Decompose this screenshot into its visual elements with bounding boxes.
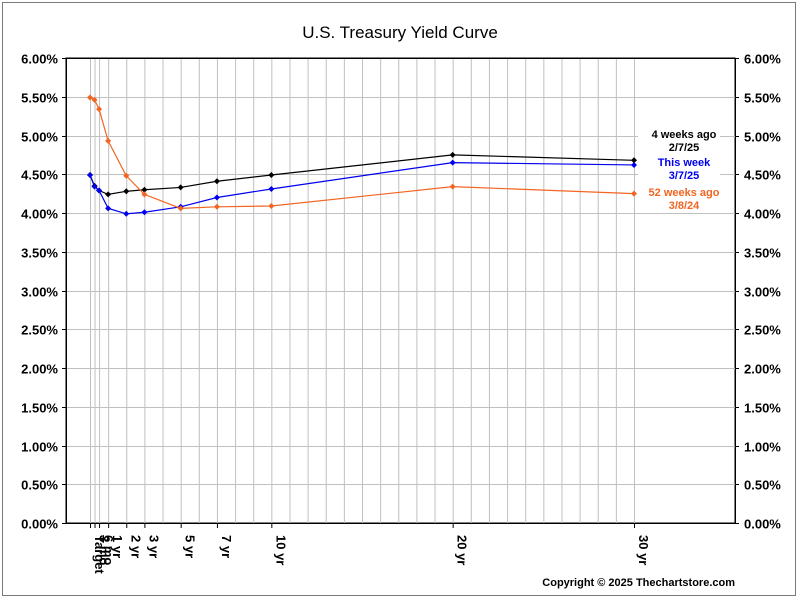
y-tick-label-right: 6.00% — [744, 52, 781, 67]
series-point-marker — [91, 183, 98, 190]
series-point-marker — [105, 205, 112, 212]
y-tick-label-left: 3.50% — [21, 246, 58, 261]
y-tick-label-left: 5.00% — [21, 130, 58, 145]
y-tick-label-right: 4.50% — [744, 168, 781, 183]
y-tick-label-right: 0.50% — [744, 478, 781, 493]
legend-label: 3/7/25 — [669, 170, 700, 182]
y-tick-label-right: 5.50% — [744, 91, 781, 106]
y-tick-label-left: 6.00% — [21, 52, 58, 67]
series-point-marker — [631, 157, 637, 164]
series-point-marker — [268, 172, 275, 179]
legend-box — [638, 127, 720, 155]
x-tick-label: 20 yr — [455, 535, 470, 565]
series-point-marker — [123, 188, 130, 195]
plot-area — [65, 57, 736, 524]
series-point-marker — [123, 210, 130, 217]
x-tick-label: 7 yr — [219, 535, 234, 558]
y-tick-label-right: 3.50% — [744, 246, 781, 261]
y-tick-label-right: 1.00% — [744, 440, 781, 455]
grid-lines — [62, 58, 739, 524]
x-tick-label: 2 yr — [128, 535, 143, 558]
y-tick-label-right: 1.50% — [744, 401, 781, 416]
right-y-axis-ticks: 0.00% 0.50% 1.00% 1.50% 2.00% 2.50% 3.00% 3.50%… — [744, 52, 781, 532]
series-point-marker — [268, 185, 275, 192]
plot-border — [66, 58, 736, 524]
y-tick-label-left: 5.50% — [21, 91, 58, 106]
legend-box — [638, 185, 720, 213]
y-tick-label-left: 0.50% — [21, 478, 58, 493]
x-tick-label: 3 mo — [97, 535, 112, 565]
copyright-text: Copyright © 2025 Thechartstore.com — [542, 577, 735, 589]
x-tick-label: 3 yr — [146, 535, 161, 558]
y-tick-label-left: 0.00% — [21, 517, 58, 532]
series-point-marker — [87, 94, 93, 101]
legend-label: This week — [658, 157, 711, 169]
series-point-marker — [213, 203, 220, 210]
series-point-marker — [449, 151, 456, 158]
series-point-marker — [177, 205, 184, 212]
series-point-marker — [449, 183, 456, 190]
series-point-marker — [213, 194, 220, 201]
y-tick-label-right: 4.00% — [744, 207, 781, 222]
series-point-marker — [141, 191, 148, 198]
series-point-marker — [177, 184, 184, 191]
x-tick-label: 5 yr — [183, 535, 198, 558]
series-point-marker — [105, 137, 112, 144]
x-tick-label: 6 mo — [101, 535, 116, 565]
series-point-marker — [96, 106, 103, 113]
series-point-marker — [631, 161, 637, 168]
y-tick-label-right: 5.00% — [744, 130, 781, 145]
y-tick-label-left: 1.00% — [21, 440, 58, 455]
y-tick-label-right: 2.50% — [744, 323, 781, 338]
series-point-marker — [268, 203, 275, 210]
legend-label: 52 weeks ago — [649, 187, 720, 199]
x-tick-label: 10 yr — [273, 535, 288, 565]
legend-label: 4 weeks ago — [652, 129, 717, 141]
series-point-marker — [213, 178, 220, 185]
x-tick-label: 1 yr — [110, 535, 125, 558]
series-point-marker — [96, 187, 103, 194]
y-tick-label-left: 4.00% — [21, 207, 58, 222]
y-tick-label-left: 1.50% — [21, 401, 58, 416]
left-y-axis-ticks: 0.00% 0.50% 1.00% 1.50% 2.00% 2.50% 3.00% 3.50%… — [21, 52, 58, 532]
x-tick-label: Target — [92, 535, 107, 574]
y-tick-label-right: 2.00% — [744, 362, 781, 377]
y-tick-label-left: 4.50% — [21, 168, 58, 183]
series-point-marker — [87, 172, 93, 179]
series-point-marker — [631, 190, 637, 197]
series-point-marker — [449, 159, 456, 166]
y-tick-label-right: 0.00% — [744, 517, 781, 532]
series-point-marker — [141, 186, 148, 193]
series-point-marker — [141, 209, 148, 216]
y-tick-label-right: 3.00% — [744, 285, 781, 300]
y-tick-label-left: 2.00% — [21, 362, 58, 377]
legend-label: 2/7/25 — [669, 142, 700, 154]
series-lines — [87, 94, 637, 217]
series-point-marker — [91, 96, 98, 103]
series-point-marker — [105, 191, 112, 198]
legend-box — [638, 155, 720, 183]
y-tick-label-left: 2.50% — [21, 323, 58, 338]
chart-title: U.S. Treasury Yield Curve — [302, 23, 498, 42]
series-point-marker — [123, 172, 130, 179]
legend-label: 3/8/24 — [669, 200, 700, 212]
y-tick-label-left: 3.00% — [21, 285, 58, 300]
x-tick-label: 30 yr — [636, 535, 651, 565]
